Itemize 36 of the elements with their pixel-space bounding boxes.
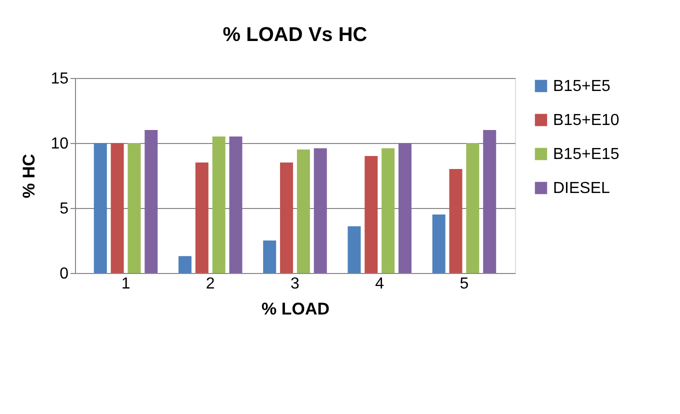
bar <box>263 240 276 273</box>
bar <box>398 143 412 273</box>
bar <box>466 143 480 273</box>
bar <box>128 143 141 273</box>
x-tick-label: 2 <box>206 276 215 292</box>
bar <box>195 162 208 273</box>
x-tick-label: 1 <box>121 276 130 292</box>
bar <box>110 143 124 273</box>
bar <box>382 148 395 273</box>
x-tick-label: 4 <box>375 276 384 292</box>
bar <box>364 156 378 273</box>
bar <box>483 130 496 273</box>
legend-label: B15+E15 <box>553 146 620 163</box>
bar <box>296 150 310 273</box>
legend-label: DIESEL <box>553 180 610 197</box>
x-tick-label: 3 <box>290 276 300 292</box>
x-axis-title: % LOAD <box>262 300 330 318</box>
legend-label: B15+E5 <box>553 78 610 95</box>
bar <box>229 136 242 273</box>
chart-title: % LOAD Vs HC <box>222 24 368 46</box>
y-tick-label: 10 <box>50 136 69 152</box>
y-tick-label: 15 <box>50 70 69 88</box>
y-tick-label: 5 <box>60 200 69 218</box>
y-axis-title: % HC <box>20 154 39 198</box>
bar <box>280 162 294 273</box>
bar <box>432 214 446 273</box>
legend-label: B15+E10 <box>553 112 620 129</box>
bar <box>212 136 226 273</box>
bar <box>144 130 158 273</box>
bar <box>94 143 107 273</box>
bar <box>348 226 361 273</box>
y-tick-label: 0 <box>60 266 69 282</box>
bar <box>314 148 327 273</box>
bar <box>449 169 462 273</box>
x-tick-label: 5 <box>460 276 469 292</box>
bar <box>178 256 192 273</box>
